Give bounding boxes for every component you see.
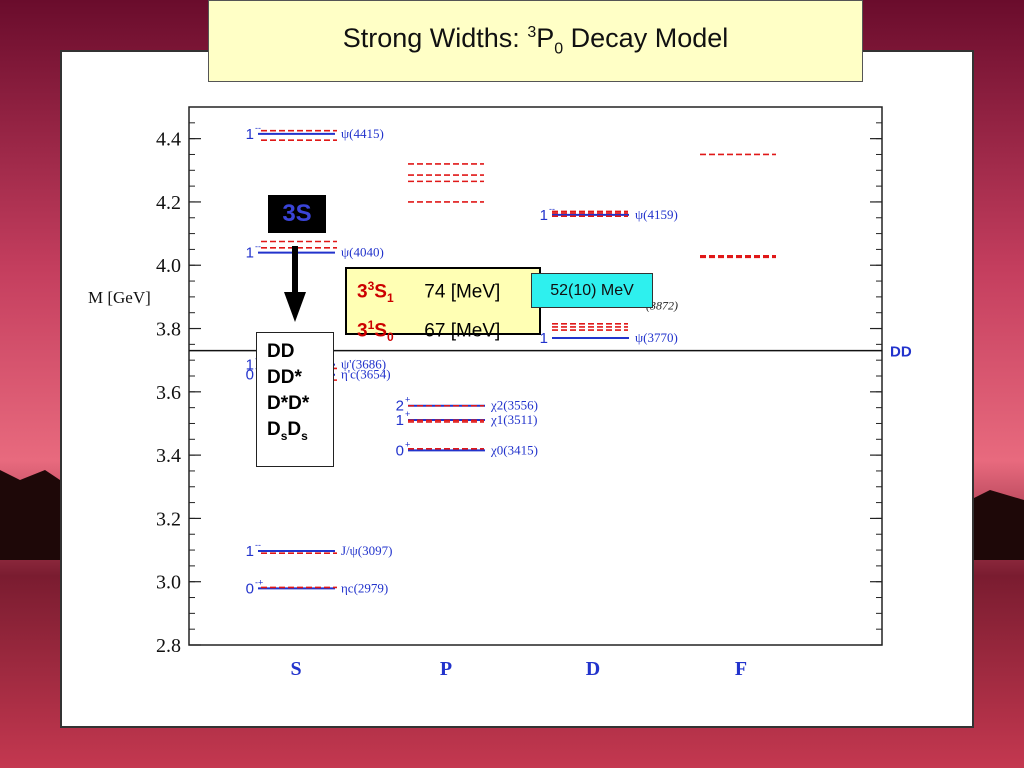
orbital-label-d: D — [586, 658, 600, 680]
pc-superscript: -- — [255, 540, 261, 550]
jpc-label: 1 — [246, 126, 254, 143]
y-tick-label: 4.0 — [156, 255, 181, 277]
y-tick-labels: 4.4 4.2 4.0 3.8 3.6 3.4 3.2 3.0 2.8 — [156, 129, 181, 657]
width-row: 31S0 67 [MeV] — [357, 312, 539, 351]
y-tick-label: 4.2 — [156, 192, 181, 214]
state-name-label: ψ(4040) — [341, 245, 384, 260]
title-letter: P — [536, 23, 555, 54]
title-rest: Decay Model — [570, 23, 729, 54]
pc-superscript: -- — [255, 123, 261, 133]
jpc-label: 0 — [246, 367, 254, 384]
partial-state-label: (3872) — [646, 299, 678, 313]
title-superscript: 3 — [527, 24, 537, 42]
channel-dd: DD — [267, 341, 295, 362]
state-name-label: ψ(3770) — [635, 330, 678, 345]
y-tick-label: 3.8 — [156, 319, 181, 341]
y-tick-label: 2.8 — [156, 635, 181, 657]
channel-dd-star: DD* — [267, 367, 302, 388]
channel-ds-ds: DsDs — [267, 419, 308, 443]
predicted-levels — [261, 129, 776, 589]
title-main: Strong Widths: — [342, 23, 520, 54]
jpc-label: 1 — [246, 543, 254, 560]
width-row: 33S1 74 [MeV] — [357, 273, 539, 312]
state-name-label: χ2(3556) — [490, 398, 538, 413]
jpc-label: 1 — [540, 207, 548, 224]
y-tick-label: 3.4 — [156, 445, 181, 467]
y-tick-label: 3.2 — [156, 508, 181, 530]
jpc-label: 0 — [396, 442, 404, 459]
jpc-label: 1 — [396, 412, 404, 429]
pc-superscript: -+ — [255, 577, 263, 587]
y-axis-label: M [GeV] — [88, 288, 151, 307]
pc-superscript: + — [405, 395, 410, 405]
state-name-label: χ1(3511) — [490, 412, 537, 427]
state-name-label: ηc(2979) — [341, 580, 388, 595]
badge-3s: 3S — [268, 195, 326, 233]
jpc-label: 1 — [540, 330, 548, 347]
predicted-widths-box: 33S1 74 [MeV] 31S0 67 [MeV] — [345, 267, 541, 344]
channel-dstar-dstar: D*D* — [267, 393, 310, 414]
state-name-label: χ0(3415) — [490, 442, 538, 457]
title-subscript: 0 — [554, 40, 564, 58]
state-label: 31S0 — [357, 318, 394, 345]
decay-channels-box: DD DD* D*D* DsDs — [256, 332, 334, 467]
measured-width-box: 52(10) MeV — [531, 273, 653, 308]
orbital-label-s: S — [290, 658, 301, 680]
title-box: Strong Widths: 3P0 Decay Model — [208, 0, 863, 82]
orbital-label-p: P — [440, 658, 452, 680]
jpc-label: 1 — [246, 245, 254, 262]
threshold-label: DD — [890, 344, 912, 361]
state-name-label: η'c(3654) — [341, 367, 391, 382]
orbital-label-f: F — [735, 658, 747, 680]
state-name-label: J/ψ(3097) — [341, 543, 392, 558]
jpc-label: 2 — [396, 398, 404, 415]
state-name-label: ψ(4159) — [635, 207, 678, 222]
pc-superscript: -- — [255, 242, 261, 252]
state-name-label: ψ'(3686) — [341, 357, 386, 372]
state-label: 33S1 — [357, 279, 394, 306]
y-tick-label: 3.6 — [156, 382, 181, 404]
width-value: 67 [MeV] — [424, 320, 501, 342]
pc-superscript: + — [405, 439, 410, 449]
jpc-label: 1 — [246, 357, 254, 374]
y-tick-label: 3.0 — [156, 572, 181, 594]
axis-ticks — [189, 106, 882, 646]
width-value: 74 [MeV] — [424, 281, 501, 303]
pc-superscript: -- — [549, 204, 555, 214]
arrow-head — [284, 292, 306, 322]
y-tick-label: 4.4 — [156, 129, 181, 151]
state-name-label: ψ(4415) — [341, 126, 384, 141]
content-panel — [60, 50, 974, 728]
pc-superscript: + — [405, 409, 410, 419]
jpc-label: 0 — [246, 580, 254, 597]
slide-title: Strong Widths: 3P0 Decay Model — [343, 23, 729, 58]
